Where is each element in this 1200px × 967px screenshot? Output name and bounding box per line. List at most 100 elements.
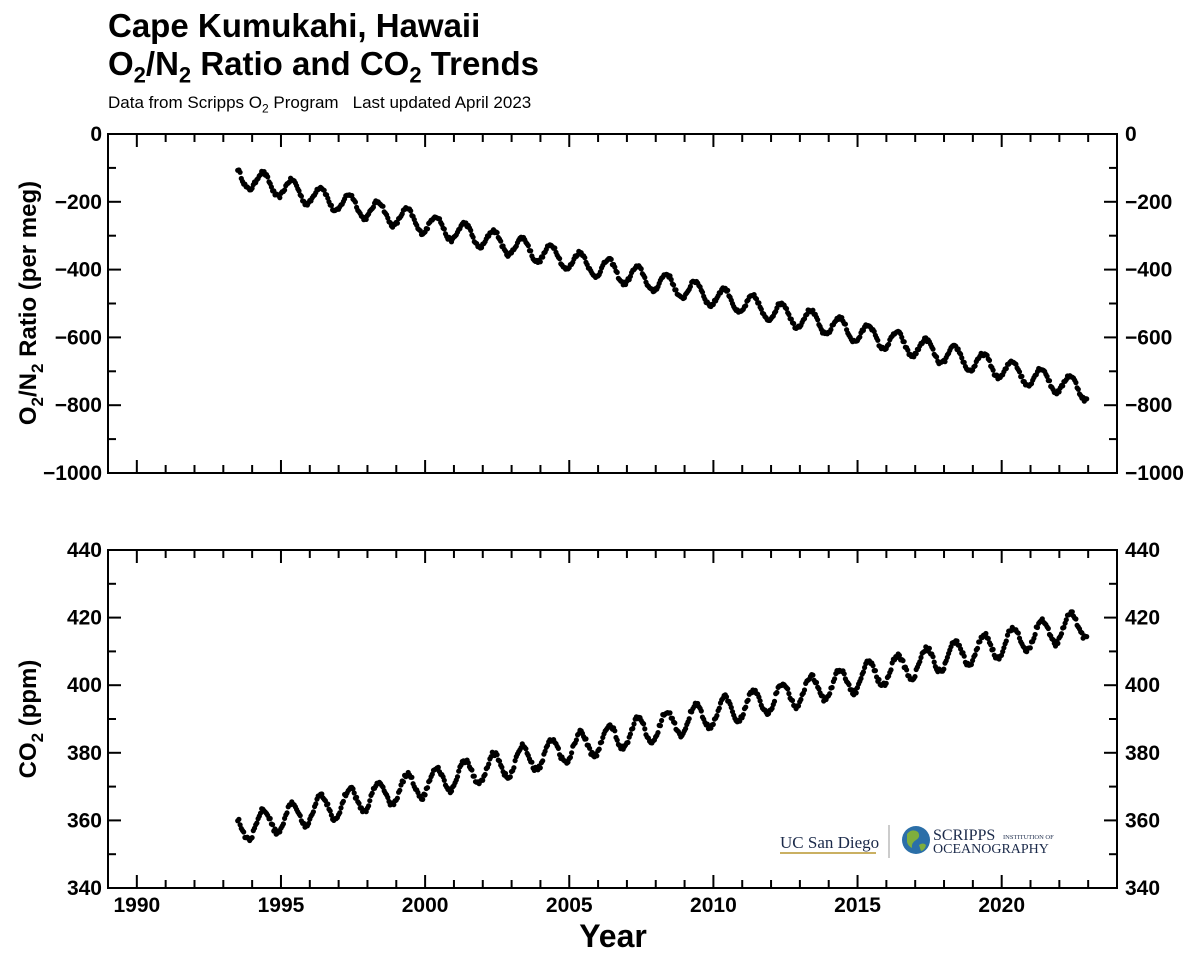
bottom-data-point <box>1084 634 1090 640</box>
top-y-tick-label-left: −800 <box>55 394 102 417</box>
bottom-data-point <box>465 760 471 766</box>
top-data-point <box>552 245 558 251</box>
top-data-point <box>470 234 476 240</box>
top-data-point <box>1019 373 1025 379</box>
bottom-data-point <box>499 764 505 770</box>
bottom-data-point <box>1069 609 1075 615</box>
top-data-point <box>791 320 797 327</box>
bottom-data-point <box>672 720 678 726</box>
x-tick-label: 1995 <box>258 894 305 917</box>
chart-title-line1: Cape Kumukahi, Hawaii <box>108 7 481 44</box>
top-data-point <box>753 296 760 302</box>
top-data-point <box>990 367 996 373</box>
top-data-point <box>370 204 376 210</box>
bottom-data-point <box>313 801 319 807</box>
top-data-point <box>537 259 543 265</box>
bottom-data-point <box>350 786 356 792</box>
top-data-point <box>277 195 283 201</box>
bottom-data-point <box>351 790 357 796</box>
bottom-data-point <box>338 805 344 811</box>
top-data-point <box>282 187 288 193</box>
bottom-data-point <box>944 654 951 661</box>
bottom-data-point <box>970 657 976 664</box>
top-data-point <box>857 334 863 340</box>
bottom-data-point <box>961 653 967 659</box>
top-data-point <box>1073 380 1079 386</box>
bottom-data-point <box>988 642 994 648</box>
x-tick-label: 2015 <box>834 894 881 917</box>
bottom-data-point <box>683 726 689 732</box>
top-y-tick-label-left: 0 <box>90 123 102 146</box>
bottom-data-point <box>1027 645 1033 651</box>
top-data-point <box>363 216 369 222</box>
bottom-data-point <box>860 669 867 675</box>
bottom-y-axis-label: CO2 (ppm) <box>15 660 47 779</box>
top-data-point <box>608 256 614 262</box>
bottom-data-point <box>757 698 763 704</box>
bottom-data-point <box>1073 616 1079 622</box>
title-n: /N <box>145 45 179 82</box>
bottom-data-point <box>904 667 910 673</box>
top-data-point <box>815 317 821 323</box>
top-data-point <box>642 274 648 281</box>
bottom-data-point <box>537 765 543 771</box>
bottom-data-point <box>409 774 415 780</box>
top-data-point <box>1060 383 1066 389</box>
bottom-data-point <box>1032 631 1038 638</box>
top-data-point <box>668 276 674 283</box>
bottom-data-point <box>567 754 574 761</box>
top-data-point <box>352 199 358 205</box>
scripps-logo-bottom: OCEANOGRAPHY <box>933 842 1049 857</box>
bottom-data-point <box>912 674 918 680</box>
bottom-y-tick-label-left: 440 <box>67 539 102 562</box>
top-data-point <box>687 283 694 290</box>
bottom-data-point <box>270 822 276 828</box>
bottom-data-point <box>769 705 775 712</box>
bottom-data-point <box>686 716 692 722</box>
bottom-data-point <box>397 787 403 793</box>
top-data-point <box>268 184 274 190</box>
bottom-data-point <box>471 773 477 779</box>
top-data-point <box>296 188 302 194</box>
bottom-data-point <box>420 796 426 803</box>
top-data-point <box>1003 365 1009 372</box>
bottom-data-point <box>862 664 868 671</box>
bottom-data-point <box>917 659 923 665</box>
bottom-data-point <box>327 808 333 814</box>
top-data-point <box>540 254 546 260</box>
top-data-point <box>298 193 304 199</box>
bottom-data-point <box>972 652 978 658</box>
top-data-point <box>886 341 892 347</box>
bottom-data-point <box>400 779 406 785</box>
bottom-data-point <box>795 703 802 709</box>
bottom-y-tick-label-right: 380 <box>1125 742 1160 765</box>
bottom-data-point <box>328 812 334 818</box>
subtitle-updated: Last updated April 2023 <box>352 93 532 112</box>
bottom-data-point <box>1063 617 1069 623</box>
top-data-point <box>1044 373 1050 380</box>
bottom-data-point <box>494 752 500 758</box>
bottom-data-point <box>496 758 503 764</box>
bottom-data-point <box>354 794 360 800</box>
bottom-data-point <box>297 813 303 819</box>
bottom-data-point <box>723 694 730 700</box>
bottom-data-point <box>1055 640 1061 647</box>
bottom-data-point <box>771 698 778 705</box>
top-data-point <box>673 287 679 293</box>
top-y-tick-label-right: −400 <box>1125 259 1172 282</box>
bottom-data-point <box>366 803 372 809</box>
bottom-data-point <box>569 750 575 756</box>
bottom-data-point <box>829 684 835 691</box>
subtitle-source: Data from Scripps O <box>108 93 262 112</box>
bottom-data-point <box>774 689 780 696</box>
bottom-data-point <box>667 710 673 716</box>
top-data-point <box>468 227 474 233</box>
bottom-data-point <box>340 798 346 804</box>
bottom-data-point <box>523 746 529 752</box>
bottom-data-point <box>511 765 517 771</box>
top-data-point <box>498 238 504 244</box>
top-data-point <box>1056 389 1062 395</box>
subtitle-program: Program <box>268 93 339 112</box>
bottom-data-point <box>714 713 720 719</box>
bottom-data-point <box>529 759 535 765</box>
